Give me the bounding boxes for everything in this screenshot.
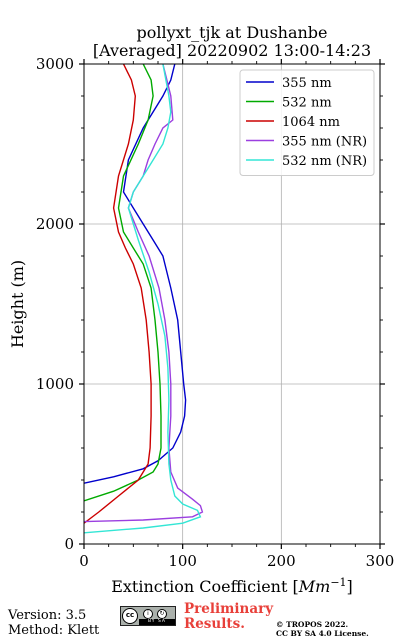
x-axis-label: Extinction Coefficient [Mm−1]	[111, 576, 353, 596]
preliminary-line2: Results.	[184, 616, 245, 632]
version-text: Version: 3.5	[8, 608, 87, 623]
x-tick-label: 300	[366, 552, 395, 570]
x-tick-label: 100	[168, 552, 197, 570]
y-tick-label: 3000	[36, 55, 74, 73]
copyright-notice: © TROPOS 2022. CC BY SA 4.0 License.	[276, 620, 369, 638]
legend: 355 nm 532 nm 1064 nm 355 nm (NR) 532 nm (NR…	[239, 69, 375, 176]
copyright-line2: CC BY SA 4.0 License.	[276, 629, 369, 638]
by-icon: i	[143, 609, 153, 619]
license-strip-text: BY SA	[139, 619, 175, 625]
x-tick-label: 200	[267, 552, 296, 570]
legend-label: 1064 nm	[282, 115, 340, 130]
y-tick-label: 0	[64, 535, 74, 553]
sa-icon: ↻	[157, 609, 167, 619]
legend-box	[239, 69, 375, 176]
y-tick-label: 2000	[36, 215, 74, 233]
chart-title: pollyxt_tjk at Dushanbe	[136, 23, 328, 42]
cc-logo-icon: cc	[122, 608, 138, 624]
y-tick-label: 1000	[36, 375, 74, 393]
legend-label: 355 nm (NR)	[282, 135, 367, 150]
chart-subtitle: [Averaged] 20220902 13:00-14:23	[92, 41, 372, 60]
series-lines	[84, 64, 204, 534]
y-axis-label: Height (m)	[8, 260, 27, 348]
preliminary-notice: Preliminary Results.	[184, 602, 273, 632]
method-text: Method: Klett	[8, 623, 100, 638]
series-line-5	[84, 64, 202, 534]
legend-label: 355 nm	[282, 76, 332, 91]
series-line-2	[84, 64, 162, 502]
copyright-line1: © TROPOS 2022.	[276, 620, 349, 629]
x-tick-label: 0	[79, 552, 89, 570]
series-line-3	[84, 64, 152, 524]
series-line-4	[84, 64, 204, 523]
preliminary-line1: Preliminary	[184, 601, 274, 617]
series-line-1	[84, 64, 187, 484]
legend-label: 532 nm (NR)	[282, 154, 367, 169]
cc-license-badge: cc i ↻ BY SA	[120, 606, 176, 626]
legend-label: 532 nm	[282, 96, 332, 111]
